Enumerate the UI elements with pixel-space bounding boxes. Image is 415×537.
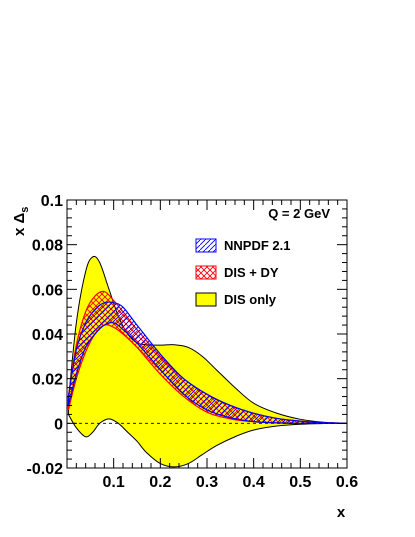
y-axis-title-sub: s [19, 207, 31, 213]
x-tick-label: 0.2 [149, 474, 171, 491]
x-tick-label: 0.4 [243, 474, 265, 491]
y-tick-label: 0.04 [32, 327, 63, 344]
legend-label-dis-only: DIS only [224, 292, 277, 307]
legend-label-nnpdf-2-1: NNPDF 2.1 [224, 238, 290, 253]
y-tick-label: 0.06 [32, 282, 63, 299]
legend-label-dis-dy: DIS + DY [224, 265, 279, 280]
y-tick-label: -0.02 [27, 461, 64, 478]
legend-swatch-dis-only [195, 292, 217, 307]
y-tick-label: 0.02 [32, 372, 63, 389]
y-axis-title-main: x Δ [11, 212, 28, 236]
legend: NNPDF 2.1 DIS + DY DIS only [195, 238, 290, 307]
band-dis-only [67, 255, 347, 468]
y-tick-label: 0.08 [32, 238, 63, 255]
y-axis-title: x Δs [11, 207, 31, 236]
x-tick-label: 0.6 [336, 474, 358, 491]
tick-labels: 0.1 0.2 0.3 0.4 0.5 0.6 -0.02 0 0.02 0.04 0.06 0.08… [27, 193, 359, 491]
x-tick-label: 0.1 [103, 474, 125, 491]
legend-swatch-dis-dy [195, 265, 217, 280]
x-axis-title: x [337, 504, 346, 521]
y-tick-label: 0 [54, 416, 63, 433]
annotation: Q = 2 GeV [268, 206, 330, 221]
x-tick-label: 0.5 [289, 474, 311, 491]
x-tick-label: 0.3 [196, 474, 218, 491]
bands [67, 255, 347, 468]
legend-swatch-nnpdf-2-1 [195, 238, 217, 253]
y-tick-label: 0.1 [41, 193, 63, 210]
axes [66, 199, 348, 469]
